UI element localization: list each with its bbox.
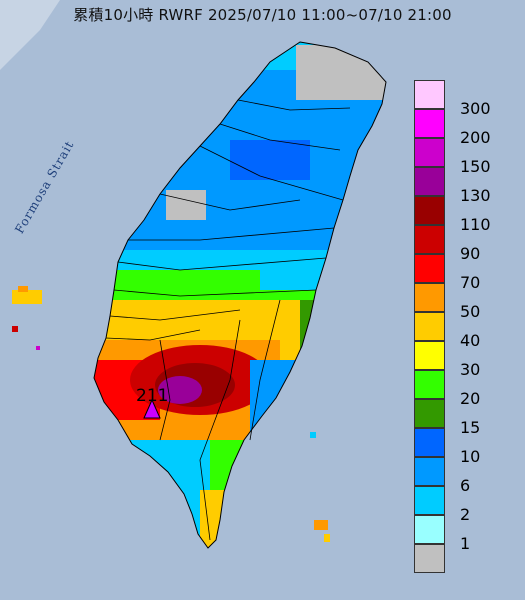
legend-swatch (414, 283, 445, 312)
legend-swatch (414, 312, 445, 341)
legend-label: 2 (460, 505, 471, 524)
mainland-coast (0, 0, 60, 70)
offshore-islands (12, 286, 330, 542)
legend-swatch (414, 138, 445, 167)
legend-swatch (414, 254, 445, 283)
legend-label: 110 (460, 215, 491, 234)
legend-label: 200 (460, 128, 491, 147)
peak-marker (143, 398, 161, 419)
legend-swatch (414, 370, 445, 399)
legend-label: 15 (460, 418, 481, 437)
legend-swatch (414, 80, 445, 109)
legend-swatch (414, 109, 445, 138)
legend-swatch (414, 428, 445, 457)
legend-label: 50 (460, 302, 481, 321)
legend-label: 6 (460, 476, 471, 495)
legend-label: 130 (460, 186, 491, 205)
legend-label: 10 (460, 447, 481, 466)
peak-value-label: 211 (136, 386, 169, 406)
legend-swatch (414, 196, 445, 225)
legend-swatch (414, 167, 445, 196)
taiwan-outline (93, 41, 387, 549)
legend-label: 300 (460, 99, 491, 118)
legend-label: 1 (460, 534, 471, 553)
legend-label: 150 (460, 157, 491, 176)
map-title: 累積10小時 RWRF 2025/07/10 11:00~07/10 21:00 (73, 6, 452, 24)
legend-swatch (414, 486, 445, 515)
legend-label: 70 (460, 273, 481, 292)
legend-swatch (414, 399, 445, 428)
legend-label: 40 (460, 331, 481, 350)
legend-label: 90 (460, 244, 481, 263)
county-boundaries (105, 99, 351, 541)
legend-swatch (414, 457, 445, 486)
legend-swatch (414, 225, 445, 254)
legend-swatch (414, 544, 445, 573)
legend-label: 20 (460, 389, 481, 408)
legend-swatch (414, 341, 445, 370)
legend-label: 30 (460, 360, 481, 379)
legend-swatch (414, 515, 445, 544)
